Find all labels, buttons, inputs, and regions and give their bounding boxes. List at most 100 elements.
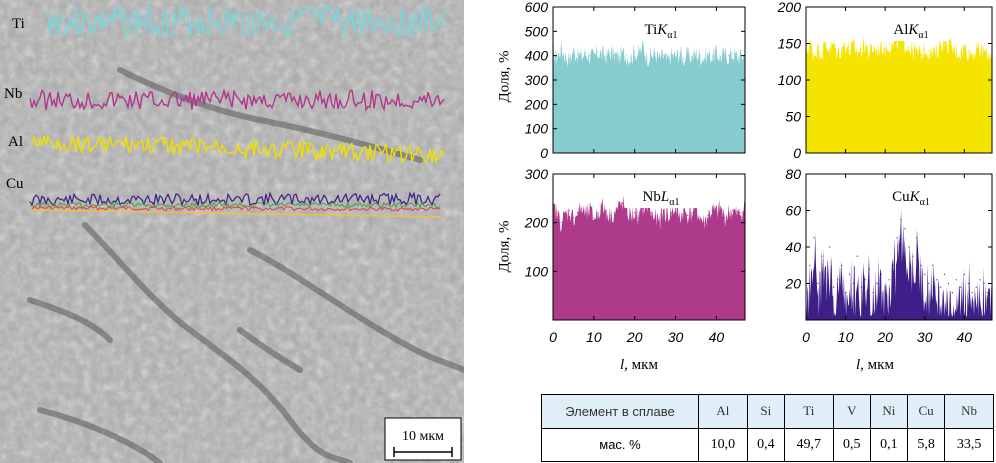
data-point — [872, 292, 874, 294]
data-point — [585, 52, 587, 54]
data-point — [888, 42, 890, 45]
data-point — [884, 48, 886, 50]
data-point — [585, 214, 587, 216]
data-point — [675, 56, 677, 58]
data-point — [589, 209, 591, 212]
data-point — [821, 51, 823, 53]
composition-values-row: мас. % 10,0 0,4 49,7 0,5 0,1 5,8 33,5 — [541, 427, 994, 462]
data-point — [634, 50, 636, 52]
element-nb: Nb — [944, 394, 994, 429]
data-point — [732, 53, 734, 55]
y-tick-label: 300 — [525, 166, 549, 182]
data-point — [724, 54, 726, 56]
data-point — [597, 51, 599, 53]
element-si: Si — [746, 394, 785, 429]
data-point — [987, 292, 989, 294]
x-tick-label: 30 — [917, 329, 933, 345]
data-point — [691, 56, 693, 58]
data-point — [955, 279, 957, 281]
data-point — [699, 55, 701, 57]
data-point — [679, 217, 681, 219]
scale-bar: 10 мкм — [384, 417, 462, 461]
series-area — [806, 27, 992, 154]
y-tick-label: 100 — [525, 121, 549, 137]
data-point — [963, 46, 965, 48]
y-tick-label: 100 — [525, 263, 549, 279]
element-ti: Ti — [783, 394, 834, 429]
micro-label-ti: Ti — [12, 16, 25, 32]
y-tick-label: 40 — [785, 239, 801, 255]
data-point — [605, 55, 607, 57]
y-tick-label: 20 — [784, 276, 801, 292]
micro-line-nb — [29, 87, 445, 112]
data-point — [951, 292, 953, 294]
composition-row-label: мас. % — [541, 427, 699, 462]
data-point — [940, 42, 942, 45]
data-point — [947, 44, 950, 46]
composition-header-row: Элемент в сплаве Al Si Ti V Ni Cu Nb — [541, 394, 994, 429]
data-point — [593, 57, 595, 59]
data-point — [646, 56, 648, 58]
data-point — [576, 53, 579, 56]
data-point — [650, 55, 652, 57]
y-tick-label: 200 — [777, 0, 802, 15]
data-point — [924, 273, 926, 275]
x-tick-label: 40 — [957, 329, 973, 345]
data-point — [860, 286, 862, 288]
chart-nb: 100 200 300 0 10 20 30 40 NbLα1 — [524, 166, 746, 345]
chart-title: NbLα1 — [643, 189, 680, 208]
data-point — [601, 53, 603, 56]
micro-line-extra — [29, 201, 441, 209]
chart-cu: 20 40 60 80 0 10 20 30 40 CuKα1 — [784, 166, 993, 345]
micro-line-cu — [29, 191, 441, 208]
series-area — [553, 195, 745, 320]
data-point — [845, 292, 847, 294]
chart-title: TiKα1 — [644, 22, 677, 41]
data-point — [695, 53, 697, 55]
series-area — [553, 39, 745, 154]
data-point — [920, 53, 922, 56]
value-ni: 0,1 — [869, 427, 909, 462]
data-point — [613, 54, 615, 56]
data-point — [642, 45, 644, 47]
data-point — [971, 53, 973, 55]
data-point — [864, 279, 866, 281]
data-point — [687, 54, 689, 56]
data-point — [955, 50, 957, 52]
data-point — [732, 209, 734, 212]
data-point — [864, 42, 866, 45]
x-axis-label-right: l, мкм — [856, 357, 894, 373]
element-al: Al — [698, 394, 748, 429]
data-point — [856, 255, 858, 257]
data-point — [666, 61, 668, 63]
data-point — [971, 292, 973, 294]
y-tick-label: 60 — [785, 203, 801, 219]
data-point — [719, 56, 722, 58]
data-point — [617, 56, 619, 58]
value-al: 10,0 — [698, 427, 748, 462]
micro-label-cu: Cu — [6, 176, 24, 192]
x-tick-label: 20 — [876, 329, 893, 345]
data-point — [868, 53, 870, 55]
micro-line-extra — [29, 205, 441, 212]
data-point — [654, 217, 656, 219]
data-point — [625, 209, 628, 212]
data-point — [904, 228, 906, 230]
element-cu: Cu — [907, 394, 946, 429]
data-point — [597, 212, 599, 214]
x-tick-label: 20 — [626, 329, 643, 345]
data-point — [564, 214, 566, 216]
x-tick-label: 0 — [802, 329, 810, 345]
value-nb: 33,5 — [944, 427, 994, 462]
data-point — [638, 53, 640, 56]
data-point — [983, 50, 985, 52]
data-point — [813, 237, 815, 239]
data-point — [581, 56, 583, 58]
data-point — [572, 217, 574, 219]
data-point — [707, 214, 709, 216]
value-v: 0,5 — [832, 427, 871, 462]
data-point — [841, 47, 843, 49]
data-point — [658, 58, 660, 60]
data-point — [662, 55, 664, 57]
y-tick-label: 80 — [785, 166, 801, 182]
